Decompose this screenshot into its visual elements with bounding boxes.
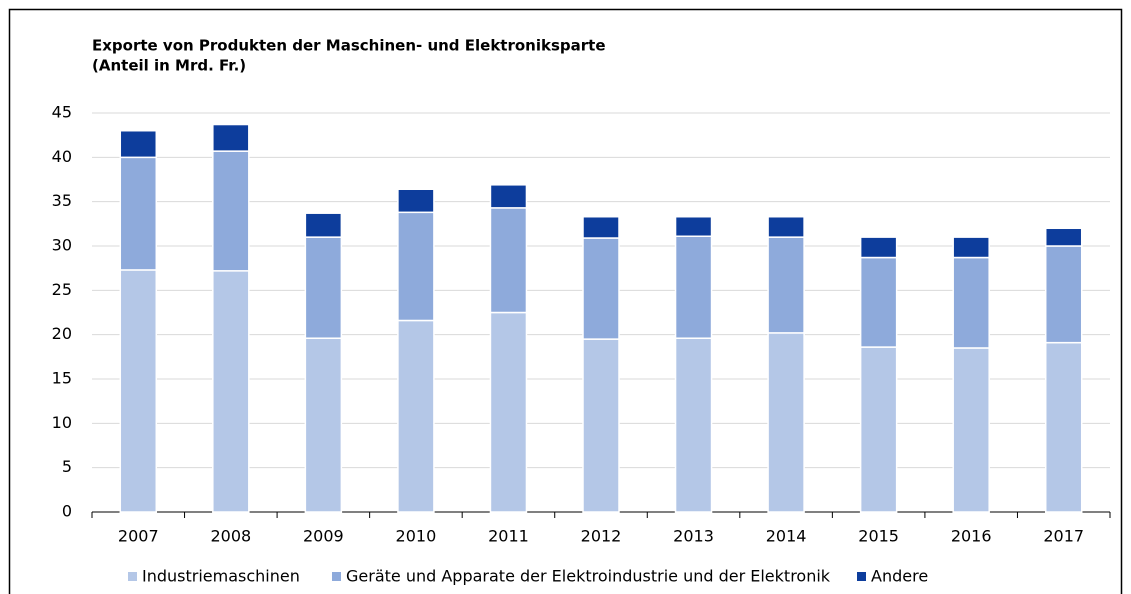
- chart-title: Exporte von Produkten der Maschinen- und…: [92, 37, 606, 55]
- bar-segment: [859, 236, 898, 259]
- bar-segment: [1044, 245, 1083, 344]
- x-tick-label: 2009: [303, 527, 344, 546]
- x-tick-label: 2017: [1043, 527, 1084, 546]
- bar-segment: [489, 311, 528, 513]
- y-tick-label: 15: [52, 369, 72, 388]
- bar-segment: [304, 337, 343, 513]
- bar-segment: [489, 184, 528, 209]
- bar-segment: [767, 236, 805, 334]
- bar-segment: [674, 337, 713, 513]
- legend-swatch: [857, 572, 866, 581]
- x-tick-label: 2012: [581, 527, 622, 546]
- bar-segment: [1044, 227, 1083, 247]
- legend-label: Andere: [871, 567, 928, 586]
- bar-segment: [397, 319, 435, 513]
- bar-segment: [952, 347, 990, 513]
- bar-segment: [489, 207, 528, 314]
- y-tick-label: 30: [52, 236, 72, 255]
- y-tick-label: 25: [52, 280, 72, 299]
- legend-swatch: [128, 572, 137, 581]
- bar-segment: [212, 123, 250, 152]
- bar-segment: [212, 270, 250, 513]
- bar-segment: [212, 150, 250, 272]
- bar-segment: [859, 346, 898, 513]
- bar-segment: [767, 215, 805, 238]
- x-tick-label: 2010: [396, 527, 437, 546]
- bar-segment: [952, 256, 990, 349]
- bar-segment: [767, 332, 805, 513]
- bar-segment: [952, 236, 990, 259]
- x-tick-label: 2011: [488, 527, 529, 546]
- bar-segment: [397, 211, 435, 322]
- y-tick-label: 45: [52, 103, 72, 122]
- y-tick-label: 40: [52, 147, 72, 166]
- bar-segment: [582, 237, 620, 340]
- x-tick-label: 2013: [673, 527, 714, 546]
- bar-segment: [859, 256, 898, 348]
- y-tick-label: 35: [52, 191, 72, 210]
- y-tick-label: 0: [62, 502, 72, 521]
- bar-segment: [119, 156, 158, 271]
- chart-subtitle: (Anteil in Mrd. Fr.): [92, 57, 246, 75]
- bar-segment: [304, 212, 343, 238]
- legend-label: Industriemaschinen: [142, 567, 300, 586]
- y-tick-label: 10: [52, 413, 72, 432]
- frame: [8, 8, 1123, 594]
- legend-label: Geräte und Apparate der Elektroindustrie…: [346, 567, 831, 586]
- bar-segment: [674, 215, 713, 237]
- x-tick-label: 2014: [766, 527, 807, 546]
- bar-segment: [1044, 341, 1083, 513]
- bar-segment: [674, 235, 713, 339]
- x-tick-label: 2015: [858, 527, 899, 546]
- bar-segment: [119, 269, 158, 513]
- legend-swatch: [332, 572, 341, 581]
- bar-segment: [397, 188, 435, 214]
- bar-segment: [119, 129, 158, 159]
- y-tick-label: 5: [62, 457, 72, 476]
- y-tick-label: 20: [52, 324, 72, 343]
- bar-segment: [304, 236, 343, 339]
- bar-segment: [582, 215, 620, 239]
- x-tick-label: 2008: [210, 527, 251, 546]
- x-tick-label: 2007: [118, 527, 159, 546]
- bar-segment: [582, 338, 620, 513]
- x-tick-label: 2016: [951, 527, 992, 546]
